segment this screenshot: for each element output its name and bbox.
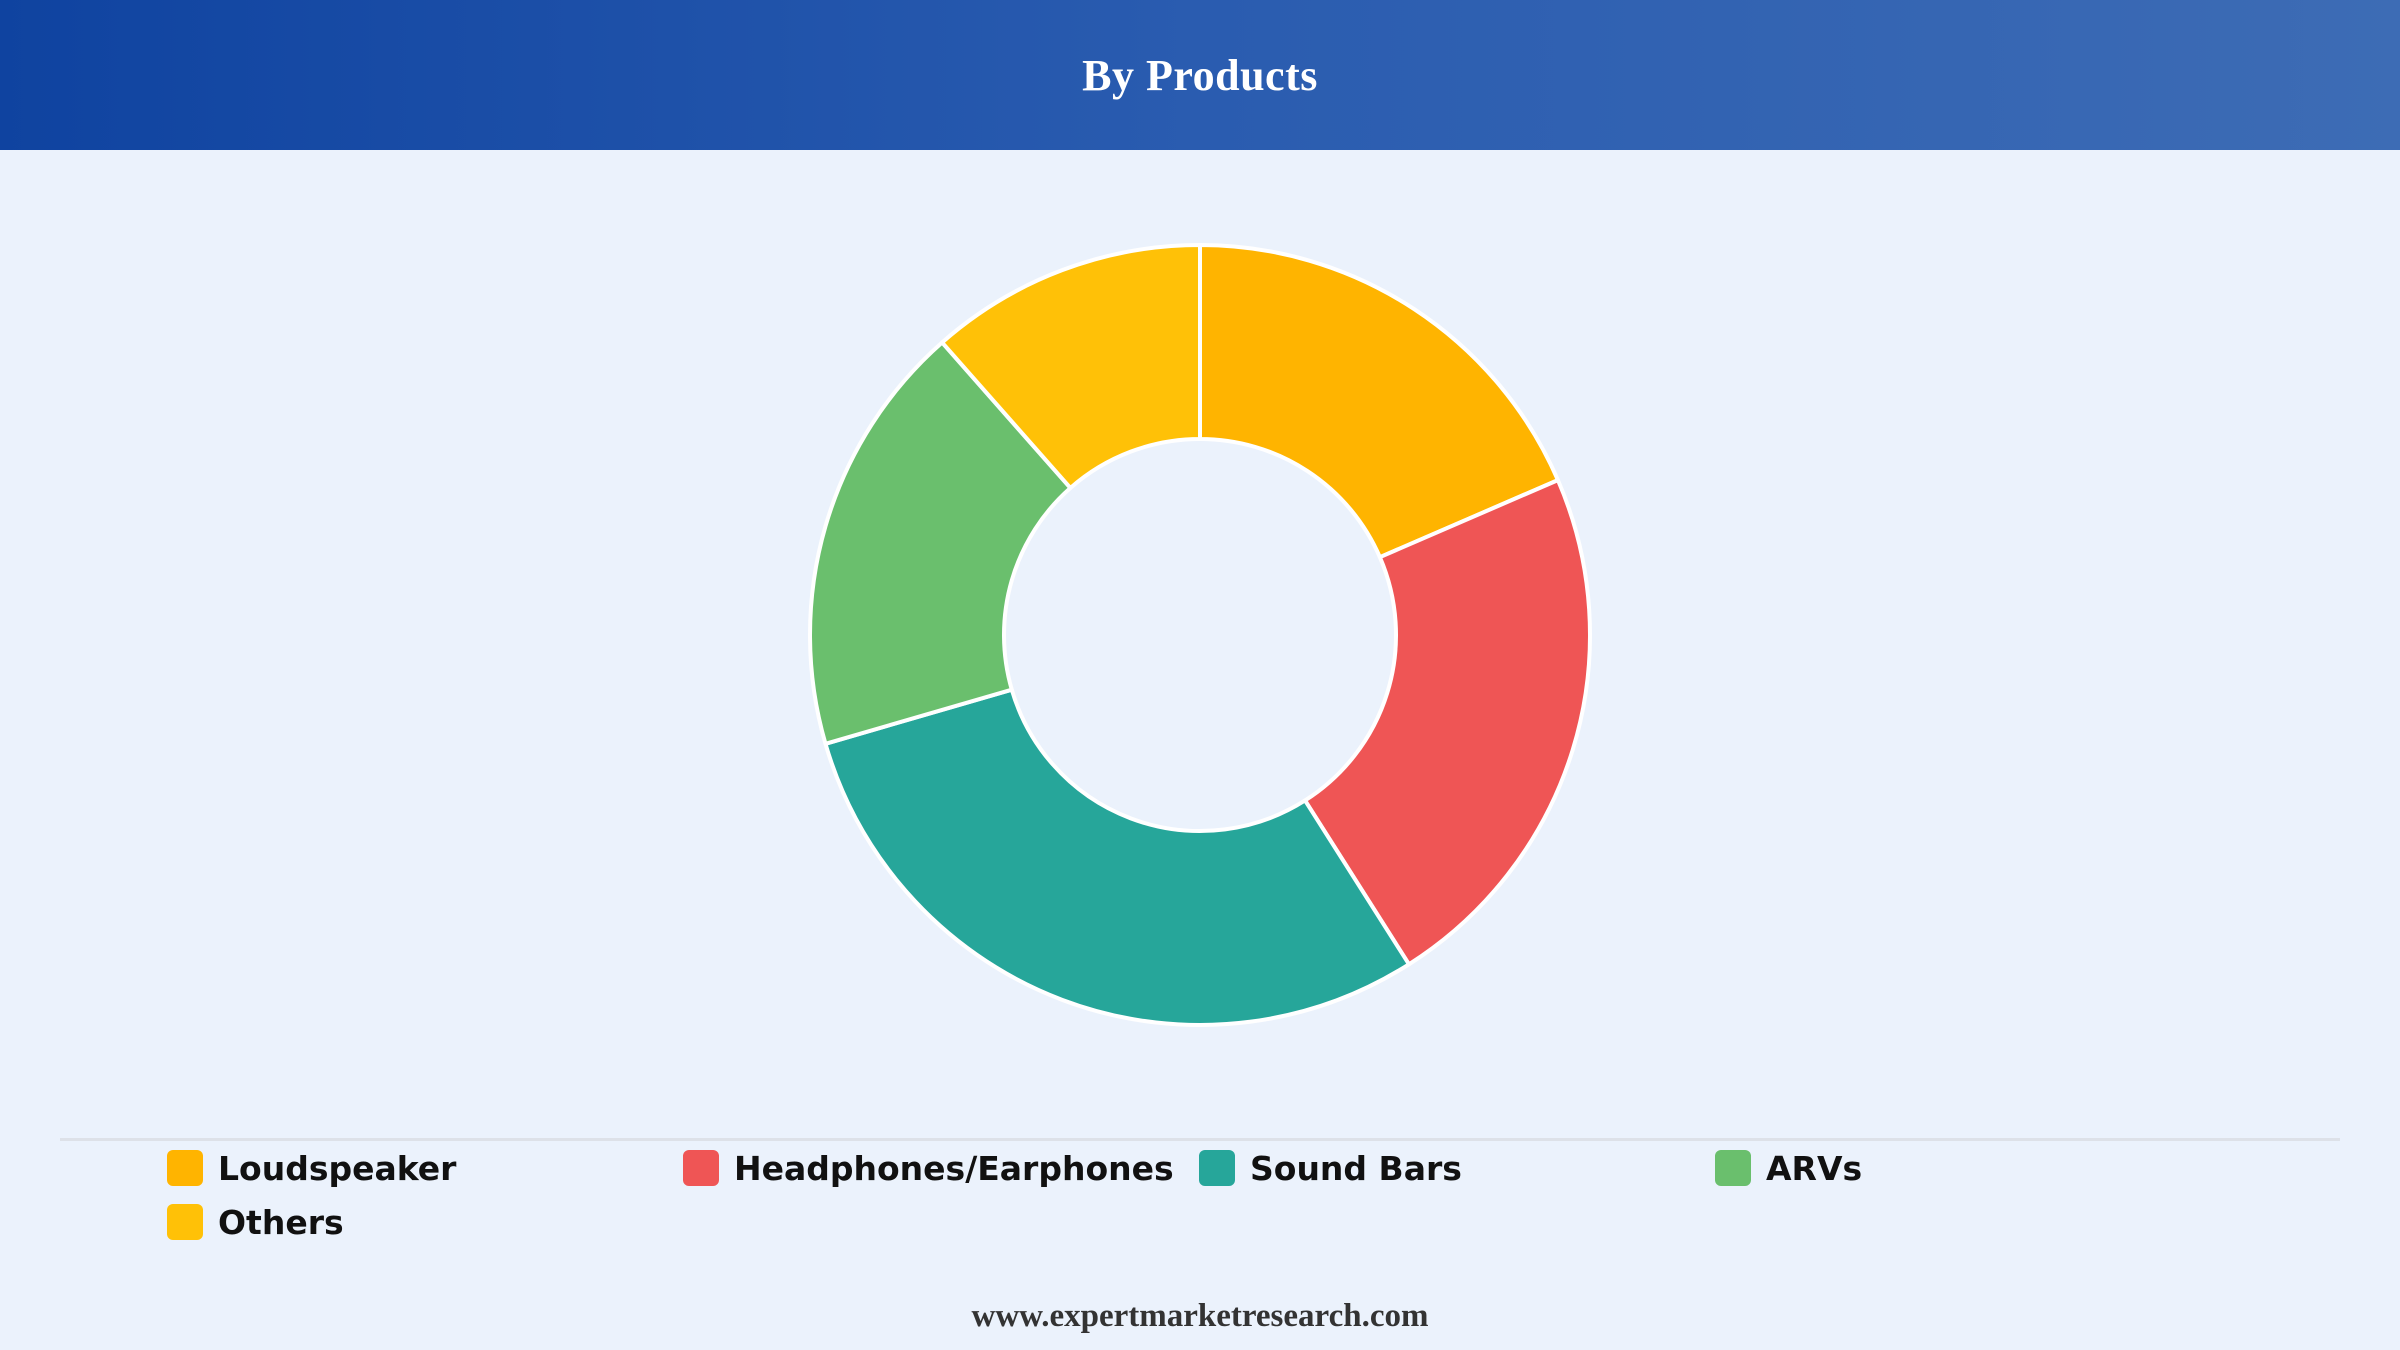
legend-label: Others: [218, 1202, 344, 1242]
legend-swatch: [1715, 1150, 1751, 1186]
legend-swatch: [1199, 1150, 1235, 1186]
chart-header: By Products: [0, 0, 2400, 150]
legend-label: ARVs: [1766, 1148, 1863, 1188]
legend-item-arvs[interactable]: ARVs: [1715, 1148, 2231, 1188]
footer-url: www.expertmarketresearch.com: [971, 1298, 1429, 1334]
slice-others[interactable]: [940, 243, 1202, 490]
chart-title: By Products: [1082, 50, 1318, 100]
slice-headphones-earphones[interactable]: [1303, 478, 1592, 967]
slice-arvs[interactable]: [808, 340, 1073, 746]
legend-item-loudspeaker[interactable]: Loudspeaker: [167, 1148, 683, 1188]
legend-label: Headphones/Earphones: [734, 1148, 1174, 1188]
legend-swatch: [683, 1150, 719, 1186]
legend-divider: [60, 1138, 2340, 1141]
chart-area: [0, 150, 2400, 1130]
legend-swatch: [167, 1150, 203, 1186]
slice-sound-bars[interactable]: [823, 687, 1411, 1027]
legend-label: Sound Bars: [1250, 1148, 1462, 1188]
chart-legend: Loudspeaker Headphones/Earphones Sound B…: [167, 1148, 2267, 1242]
legend-swatch: [167, 1204, 203, 1240]
slice-loudspeaker[interactable]: [1198, 243, 1560, 560]
donut-slices: [808, 243, 1592, 1027]
legend-item-headphones-earphones[interactable]: Headphones/Earphones: [683, 1148, 1199, 1188]
legend-item-sound-bars[interactable]: Sound Bars: [1199, 1148, 1715, 1188]
legend-item-others[interactable]: Others: [167, 1202, 683, 1242]
donut-chart: [808, 243, 1592, 1027]
legend-label: Loudspeaker: [218, 1148, 457, 1188]
